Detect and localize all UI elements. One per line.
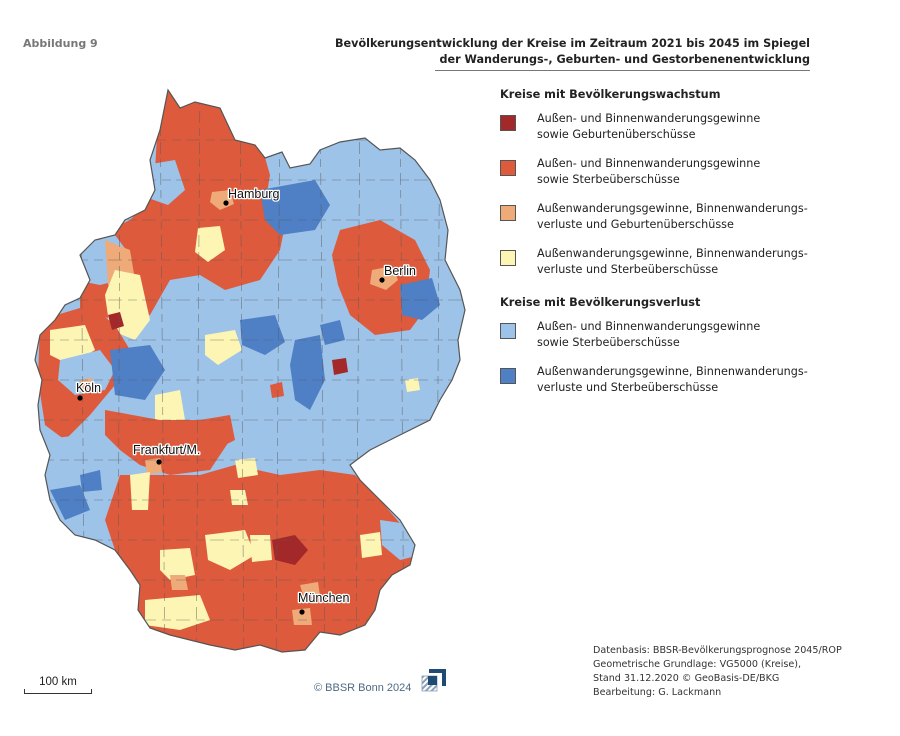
source-line: Stand 31.12.2020 © GeoBasis-DE/BKG	[593, 673, 780, 684]
svg-text:Hamburg: Hamburg	[228, 187, 279, 201]
legend-text: Außenwanderungsgewinne, Binnenwanderungs…	[537, 202, 808, 215]
bbsr-logo-icon	[421, 669, 446, 692]
source-line: Geometrische Grundlage: VG5000 (Kreise),	[593, 659, 802, 670]
legend-text: sowie Sterbeüberschüsse	[537, 173, 680, 186]
title-line-2: der Wanderungs-, Geburten- und Gestorben…	[439, 53, 811, 66]
svg-text:Berlin: Berlin	[384, 264, 416, 278]
legend-text: Außen- und Binnenwanderungsgewinne	[537, 320, 761, 333]
swatch-mid-blue	[500, 368, 516, 384]
city-koeln: Köln	[75, 380, 102, 401]
map-title: Bevölkerungsentwicklung der Kreise im Ze…	[335, 36, 810, 68]
copyright: © BBSR Bonn 2024	[314, 682, 412, 694]
swatch-dark-red	[500, 115, 516, 131]
legend-text: Außen- und Binnenwanderungsgewinne	[537, 112, 761, 125]
legend-text: Außenwanderungsgewinne, Binnenwanderungs…	[537, 365, 808, 378]
swatch-light-yellow	[500, 250, 516, 266]
swatch-light-orange	[500, 205, 516, 221]
swatch-light-blue	[500, 323, 516, 339]
germany-map: Hamburg Berlin Köln Frankfurt/M. München	[34, 88, 466, 653]
city-frankfurt: Frankfurt/M.	[132, 442, 202, 465]
legend-item-growth-3: Außenwanderungsgewinne, Binnenwanderungs…	[500, 201, 860, 233]
legend-item-growth-4: Außenwanderungsgewinne, Binnenwanderungs…	[500, 246, 860, 278]
legend-text: Außenwanderungsgewinne, Binnenwanderungs…	[537, 247, 808, 260]
legend-item-loss-2: Außenwanderungsgewinne, Binnenwanderungs…	[500, 364, 860, 396]
city-berlin: Berlin	[379, 263, 417, 283]
legend-item-loss-1: Außen- und Binnenwanderungsgewinne sowie …	[500, 319, 860, 351]
legend-text: verluste und Sterbeüberschüsse	[537, 263, 719, 276]
city-hamburg: Hamburg	[223, 186, 281, 206]
scale-line	[24, 689, 92, 694]
figure-label: Abbildung 9	[23, 37, 98, 50]
legend-text: Außen- und Binnenwanderungsgewinne	[537, 157, 761, 170]
svg-text:Köln: Köln	[76, 381, 101, 395]
title-line-1: Bevölkerungsentwicklung der Kreise im Ze…	[335, 37, 810, 50]
legend-item-growth-2: Außen- und Binnenwanderungsgewinne sowie …	[500, 156, 860, 188]
city-muenchen: München	[297, 590, 351, 615]
scale-bar: 100 km	[24, 676, 92, 694]
map-legend: Kreise mit Bevölkerungswachstum Außen- u…	[500, 88, 860, 409]
title-underline	[435, 70, 810, 71]
legend-growth-heading: Kreise mit Bevölkerungswachstum	[500, 88, 721, 101]
legend-text: sowie Sterbeüberschüsse	[537, 336, 680, 349]
legend-item-growth-1: Außen- und Binnenwanderungsgewinne sowie …	[500, 111, 860, 143]
source-line: Bearbeitung: G. Lackmann	[593, 687, 722, 698]
legend-text: sowie Geburtenüberschüsse	[537, 128, 696, 141]
scale-label: 100 km	[39, 676, 77, 688]
source-line: Datenbasis: BBSR-Bevölkerungsprognose 20…	[593, 645, 842, 656]
svg-text:München: München	[298, 591, 349, 605]
svg-text:Frankfurt/M.: Frankfurt/M.	[133, 443, 200, 457]
germany-outline	[34, 88, 466, 653]
swatch-red-orange	[500, 160, 516, 176]
legend-text: verluste und Geburtenüberschüsse	[537, 218, 734, 231]
legend-loss-heading: Kreise mit Bevölkerungsverlust	[500, 296, 701, 309]
kreis-borders	[40, 90, 465, 652]
source-notes: Datenbasis: BBSR-Bevölkerungsprognose 20…	[593, 644, 842, 700]
legend-text: verluste und Sterbeüberschüsse	[537, 381, 719, 394]
